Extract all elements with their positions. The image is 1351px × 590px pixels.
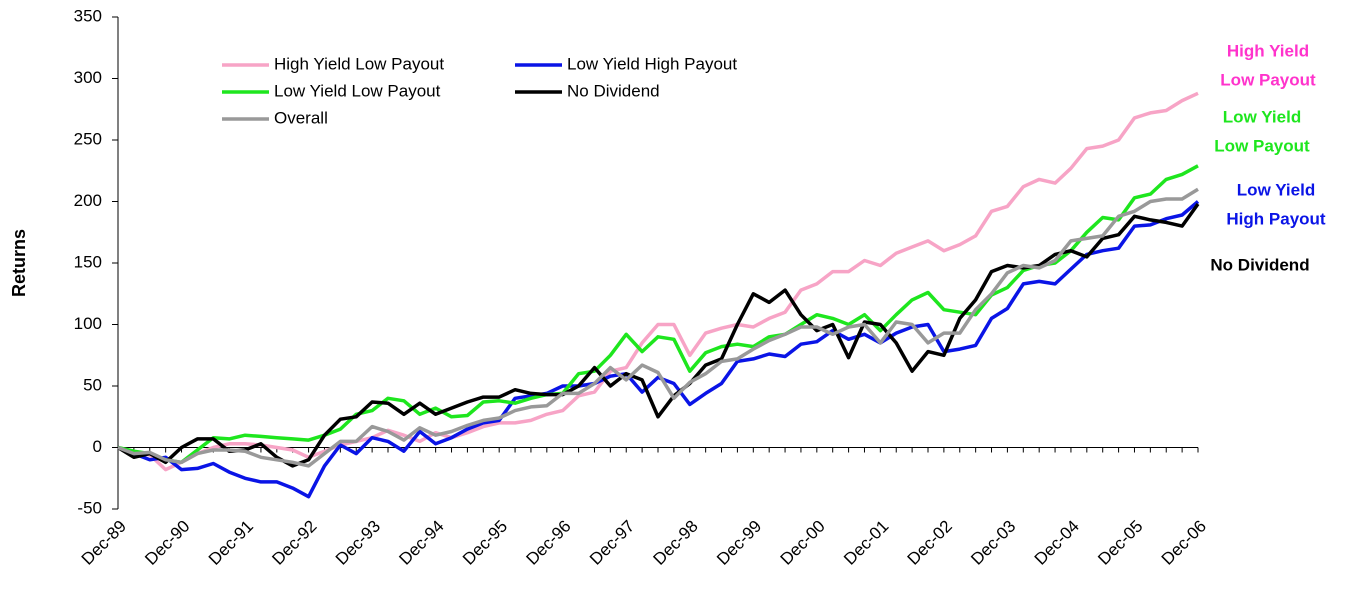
series-line bbox=[117, 187, 1199, 468]
series-line bbox=[117, 200, 1200, 499]
legend-label: Overall bbox=[274, 108, 328, 127]
y-tick-label: 50 bbox=[83, 375, 102, 394]
x-tick-label: Dec-00 bbox=[777, 517, 829, 569]
x-tick-label: Dec-99 bbox=[713, 517, 765, 569]
annotation: Low Payout bbox=[1220, 70, 1316, 89]
x-tick-label: Dec-97 bbox=[586, 517, 638, 569]
x-tick-label: Dec-91 bbox=[205, 517, 257, 569]
series-line bbox=[117, 164, 1199, 465]
x-tick-label: Dec-01 bbox=[840, 517, 892, 569]
x-tick-label: Dec-95 bbox=[459, 517, 511, 569]
y-tick-label: 350 bbox=[74, 6, 102, 25]
y-tick-label: -50 bbox=[77, 498, 102, 517]
x-tick-label: Dec-90 bbox=[141, 517, 193, 569]
x-tick-label: Dec-92 bbox=[268, 517, 320, 569]
legend-label: No Dividend bbox=[567, 81, 660, 100]
x-tick-label: Dec-02 bbox=[904, 517, 956, 569]
y-tick-label: 200 bbox=[74, 191, 102, 210]
y-axis-title: Returns bbox=[9, 229, 29, 297]
legend-label: Low Yield Low Payout bbox=[274, 81, 441, 100]
annotation: High Yield bbox=[1227, 41, 1309, 60]
x-tick-label: Dec-98 bbox=[650, 517, 702, 569]
x-tick-label: Dec-06 bbox=[1158, 517, 1210, 569]
series-line bbox=[117, 91, 1199, 472]
x-tick-label: Dec-04 bbox=[1031, 517, 1083, 569]
annotation: Low Yield bbox=[1237, 180, 1315, 199]
series-line bbox=[117, 202, 1200, 468]
annotation: Low Yield bbox=[1223, 107, 1301, 126]
annotation: Low Payout bbox=[1214, 136, 1310, 155]
y-tick-label: 0 bbox=[93, 437, 102, 456]
legend-label: Low Yield High Payout bbox=[567, 54, 737, 73]
y-tick-label: 250 bbox=[74, 129, 102, 148]
x-tick-label: Dec-03 bbox=[967, 517, 1019, 569]
y-tick-label: 100 bbox=[74, 314, 102, 333]
x-tick-label: Dec-94 bbox=[395, 517, 447, 569]
y-tick-label: 150 bbox=[74, 252, 102, 271]
x-tick-label: Dec-93 bbox=[332, 517, 384, 569]
x-tick-label: Dec-96 bbox=[523, 517, 575, 569]
annotation: High Payout bbox=[1226, 209, 1326, 228]
legend-label: High Yield Low Payout bbox=[274, 54, 444, 73]
x-tick-label: Dec-89 bbox=[78, 517, 130, 569]
x-tick-label: Dec-05 bbox=[1094, 517, 1146, 569]
y-tick-label: 300 bbox=[74, 68, 102, 87]
annotation: No Dividend bbox=[1210, 255, 1309, 274]
